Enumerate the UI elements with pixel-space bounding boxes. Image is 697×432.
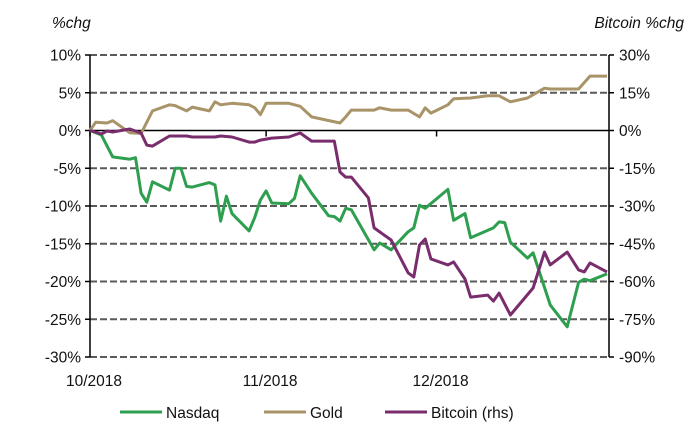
left-axis-title: %chg: [52, 15, 91, 32]
legend-label: Nasdaq: [166, 405, 219, 422]
y-tick-label-right: -15%: [619, 161, 655, 178]
y-tick-label-right: -90%: [619, 350, 655, 367]
series-line-gold: [88, 74, 607, 135]
legend-item: Nasdaq: [120, 405, 219, 422]
y-tick-label-left: -15%: [45, 236, 81, 253]
legend-label: Gold: [310, 405, 343, 422]
right-axis-title: Bitcoin %chg: [594, 15, 684, 32]
y-tick-label-left: -5%: [53, 161, 81, 178]
y-tick-label-right: -75%: [619, 312, 655, 329]
x-tick-label: 10/2018: [66, 373, 122, 390]
x-tick-label: 12/2018: [413, 373, 469, 390]
y-tick-label-left: -25%: [45, 312, 81, 329]
y-tick-label-right: -45%: [619, 236, 655, 253]
y-tick-label-left: -10%: [45, 199, 81, 216]
y-tick-label-right: -30%: [619, 199, 655, 216]
y-tick-label-right: 15%: [619, 85, 650, 102]
series-line-nasdaq: [89, 129, 608, 329]
series-line-bitcoin: [89, 127, 608, 317]
legend-label: Bitcoin (rhs): [431, 405, 514, 422]
y-tick-label-left: -30%: [45, 350, 81, 367]
y-tick-label-left: 0%: [59, 123, 82, 140]
y-tick-label-right: 30%: [619, 48, 650, 65]
y-tick-label-right: -60%: [619, 274, 655, 291]
y-tick-label-left: 5%: [59, 85, 82, 102]
legend-item: Bitcoin (rhs): [385, 405, 514, 422]
y-tick-label-left: -20%: [45, 274, 81, 291]
legend-item: Gold: [264, 405, 343, 422]
x-tick-label: 11/2018: [243, 373, 298, 390]
y-tick-label-left: 10%: [50, 48, 81, 65]
y-tick-label-right: 0%: [619, 123, 642, 140]
